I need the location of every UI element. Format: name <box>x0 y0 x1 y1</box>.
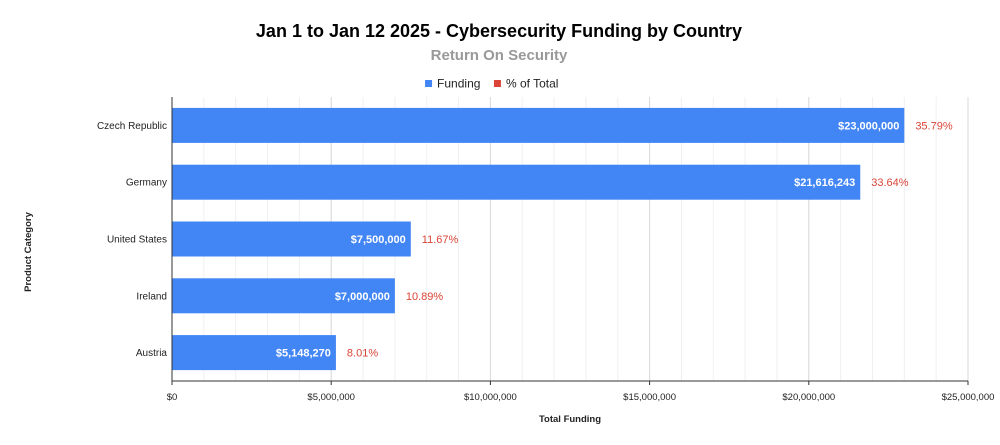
bar-value-label: $7,500,000 <box>351 234 406 246</box>
legend-label: % of Total <box>506 77 558 91</box>
category-label: Ireland <box>136 291 167 302</box>
bar-value-label: $7,000,000 <box>335 291 390 303</box>
percent-label: 10.89% <box>406 291 444 303</box>
bar-czech-republic <box>172 107 905 143</box>
percent-label: 11.67% <box>422 234 459 246</box>
percent-label: 33.64% <box>871 177 909 189</box>
category-label: Austria <box>136 348 168 359</box>
x-tick-label: $25,000,000 <box>942 392 995 403</box>
x-tick-label: $20,000,000 <box>782 392 835 403</box>
category-label: Czech Republic <box>97 121 167 132</box>
bars: $23,000,000 35.79% $21,616,243 33.64% $7,500… <box>172 107 953 371</box>
bar-austria <box>172 335 336 371</box>
bar-ireland <box>172 278 395 314</box>
category-label: United States <box>107 235 167 246</box>
bar-united-states <box>172 221 411 257</box>
axes: $0 $5,000,000 $10,000,000 $15,000,000 $20,00… <box>97 97 994 403</box>
bar-value-label: $5,148,270 <box>276 348 331 360</box>
x-tick-label: $10,000,000 <box>464 392 517 403</box>
legend-swatch-of-total <box>493 80 501 87</box>
chart-subtitle: Return On Security <box>431 47 568 64</box>
bar-value-label: $21,616,243 <box>794 177 855 189</box>
percent-label: 8.01% <box>347 348 378 360</box>
bar-value-label: $23,000,000 <box>838 120 899 132</box>
x-axis-title: Total Funding <box>539 414 601 425</box>
x-tick-label: $5,000,000 <box>307 392 355 403</box>
category-label: Germany <box>126 178 167 189</box>
percent-label: 35.79% <box>915 120 953 132</box>
legend-label: Funding <box>437 77 480 91</box>
x-tick-label: $0 <box>167 392 178 403</box>
legend: Funding % of Total <box>425 77 558 91</box>
bar-germany <box>172 164 861 200</box>
x-tick-label: $15,000,000 <box>623 392 676 403</box>
y-axis-title: Product Category <box>23 211 34 291</box>
legend-swatch-funding <box>425 80 433 87</box>
chart-title: Jan 1 to Jan 12 2025 - Cybersecurity Fun… <box>256 21 742 41</box>
